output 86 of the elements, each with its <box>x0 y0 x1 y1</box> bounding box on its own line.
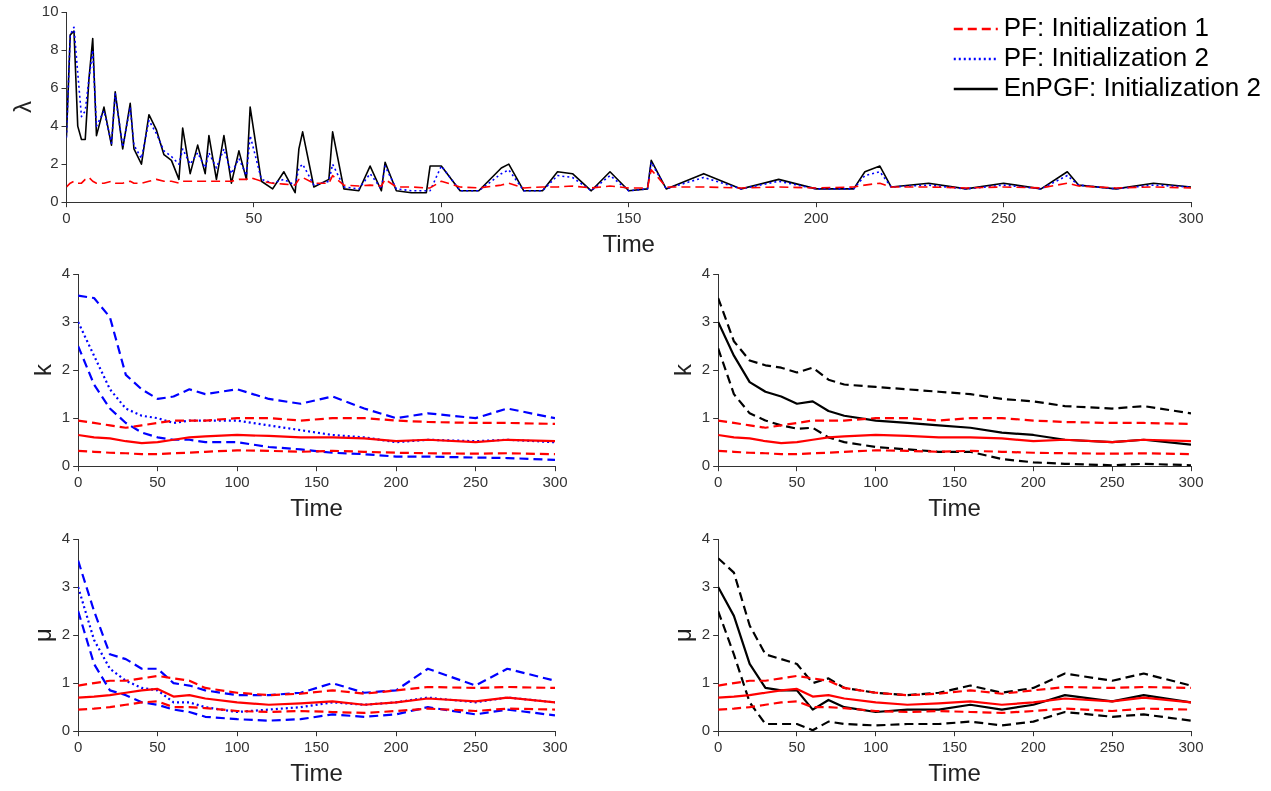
y-tick-label: 2 <box>61 360 71 378</box>
x-tick-label: 300 <box>542 738 568 756</box>
line-series <box>66 169 1191 189</box>
y-tick-label: 2 <box>61 625 71 643</box>
y-tick-label: 2 <box>701 360 711 378</box>
y-tick-label: 1 <box>701 408 711 426</box>
y-tick-label: 0 <box>701 721 711 739</box>
line-series <box>78 609 555 722</box>
x-tick-label: 100 <box>224 473 250 491</box>
line-series <box>78 674 555 697</box>
x-tick-label: 150 <box>942 473 968 491</box>
y-tick-label: 10 <box>41 2 59 20</box>
y-tick-label: 0 <box>61 456 71 474</box>
x-tick-label: 50 <box>788 738 806 756</box>
y-tick-label: 4 <box>701 529 711 547</box>
y-tick-label: 6 <box>50 78 59 96</box>
y-tick-label: 4 <box>701 264 711 282</box>
x-tick-label: 250 <box>463 473 489 491</box>
y-tick-label: 4 <box>50 116 59 134</box>
line-series <box>718 296 1191 415</box>
x-tick-label: 150 <box>616 209 642 227</box>
x-axis-title: Time <box>928 759 981 787</box>
x-tick-label: 200 <box>803 209 829 227</box>
x-tick-label: 200 <box>383 473 409 491</box>
y-axis-title: μ <box>29 628 57 643</box>
x-axis-title: Time <box>602 230 655 258</box>
y-tick-label: 1 <box>701 673 711 691</box>
y-axis-title: μ <box>669 628 697 643</box>
x-tick-label: 250 <box>991 209 1017 227</box>
y-tick-label: 2 <box>701 625 711 643</box>
line-series <box>718 557 1191 697</box>
x-tick-label: 300 <box>1178 209 1204 227</box>
x-tick-label: 250 <box>463 738 489 756</box>
x-tick-label: 50 <box>149 473 166 491</box>
y-tick-label: 3 <box>701 577 711 595</box>
line-series <box>718 417 1191 429</box>
y-tick-label: 0 <box>50 192 59 210</box>
x-axis-title: Time <box>290 494 343 522</box>
line-series <box>78 320 555 444</box>
x-tick-label: 300 <box>1178 738 1204 756</box>
x-tick-label: 0 <box>713 473 723 491</box>
y-tick-label: 3 <box>701 312 711 330</box>
y-tick-label: 1 <box>61 673 71 691</box>
y-tick-label: 0 <box>701 456 711 474</box>
y-tick-label: 8 <box>50 40 59 58</box>
x-tick-label: 50 <box>788 473 806 491</box>
y-tick-label: 4 <box>61 529 71 547</box>
x-tick-label: 100 <box>863 738 889 756</box>
legend-label: PF: Initialization 2 <box>1003 42 1209 73</box>
y-axis-title: k <box>29 363 57 377</box>
line-series <box>78 700 555 715</box>
x-tick-label: 100 <box>224 738 250 756</box>
legend-label: EnPGF: Initialization 2 <box>1003 72 1261 103</box>
x-axis-title: Time <box>928 494 981 522</box>
x-tick-label: 300 <box>542 473 568 491</box>
x-tick-label: 0 <box>73 738 83 756</box>
x-tick-label: 200 <box>383 738 409 756</box>
x-tick-label: 300 <box>1178 473 1204 491</box>
x-tick-label: 250 <box>1099 473 1125 491</box>
legend-label: PF: Initialization 1 <box>1003 12 1209 43</box>
x-tick-label: 150 <box>304 738 330 756</box>
x-tick-label: 50 <box>149 738 166 756</box>
y-axis-title: k <box>669 363 697 377</box>
x-tick-label: 0 <box>73 473 83 491</box>
line-series <box>78 559 555 697</box>
y-tick-label: 3 <box>61 577 71 595</box>
line-series <box>78 417 555 429</box>
x-tick-label: 150 <box>942 738 968 756</box>
line-series <box>718 674 1191 697</box>
y-axis-title: λ <box>9 101 37 114</box>
x-tick-label: 200 <box>1020 738 1046 756</box>
x-axis-title: Time <box>290 759 343 787</box>
x-tick-label: 100 <box>863 473 889 491</box>
y-tick-label: 1 <box>61 408 71 426</box>
line-series <box>78 344 555 462</box>
x-tick-label: 100 <box>428 209 454 227</box>
y-tick-label: 4 <box>61 264 71 282</box>
x-tick-label: 150 <box>304 473 330 491</box>
y-tick-label: 2 <box>50 154 59 172</box>
y-tick-label: 3 <box>61 312 71 330</box>
x-tick-label: 50 <box>245 209 263 227</box>
x-tick-label: 200 <box>1020 473 1046 491</box>
x-tick-label: 0 <box>713 738 723 756</box>
line-series <box>78 294 555 420</box>
x-tick-label: 250 <box>1099 738 1125 756</box>
y-tick-label: 0 <box>61 721 71 739</box>
